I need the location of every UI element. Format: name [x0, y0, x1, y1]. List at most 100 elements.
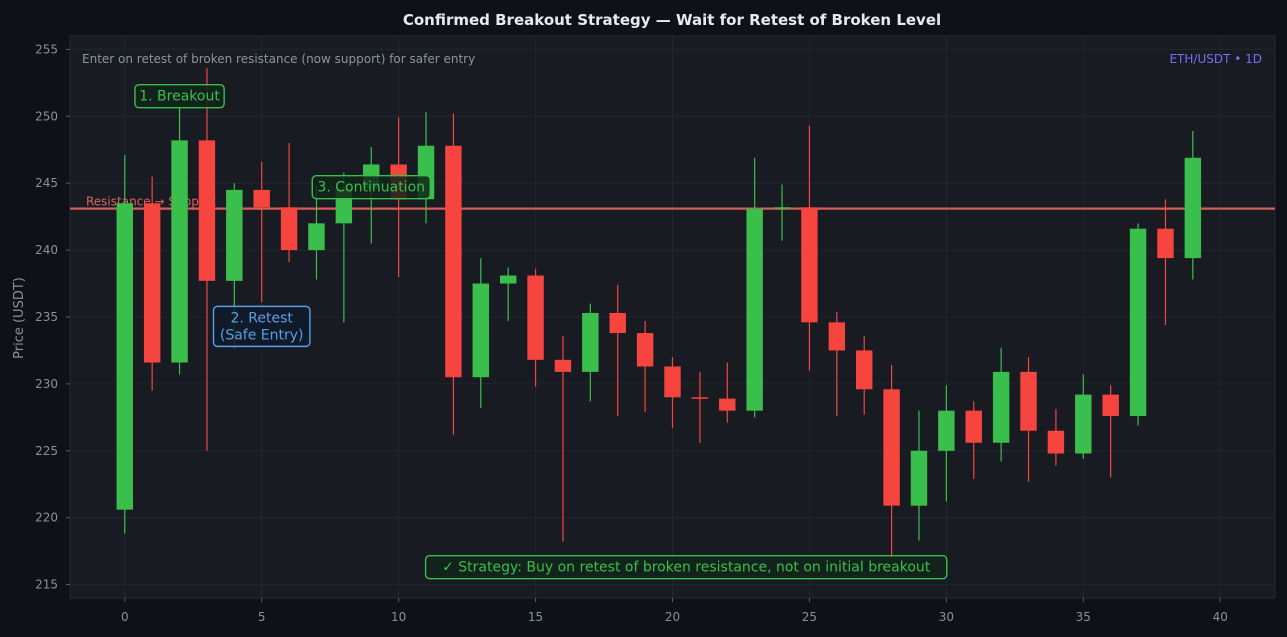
candle-up — [1184, 131, 1202, 280]
candle-down — [691, 371, 709, 443]
x-tick-label: 5 — [258, 610, 266, 624]
candle-up — [116, 155, 133, 534]
candle-body — [280, 207, 298, 251]
annotation-text: 2. Retest — [231, 310, 294, 326]
candle-body — [636, 333, 654, 367]
candle-body — [143, 203, 161, 363]
y-tick-label: 255 — [35, 42, 58, 56]
candles — [116, 68, 1202, 558]
candle-down — [1020, 357, 1037, 482]
candle-body — [828, 322, 846, 351]
candle-down — [636, 321, 654, 413]
candle-down — [1157, 199, 1174, 326]
candle-body — [992, 371, 1010, 443]
candle-body — [1020, 371, 1037, 431]
x-tick-label: 0 — [121, 610, 129, 624]
candle-down — [609, 284, 626, 417]
candle-down — [719, 362, 736, 423]
y-tick-label: 240 — [35, 243, 58, 257]
candle-body — [253, 189, 270, 208]
candle-body — [1157, 228, 1174, 259]
candle-down — [664, 357, 681, 429]
candle-down — [855, 335, 873, 415]
candle-body — [308, 223, 325, 251]
y-tick-label: 235 — [35, 310, 58, 324]
x-tick-label: 15 — [528, 610, 543, 624]
candle-down — [445, 113, 462, 435]
annotation-text: ✓ Strategy: Buy on retest of broken resi… — [442, 560, 931, 576]
x-tick-label: 20 — [665, 610, 680, 624]
candle-up — [472, 258, 490, 408]
candle-body — [527, 275, 544, 360]
y-tick-label: 225 — [35, 444, 58, 458]
candle-up — [938, 385, 955, 502]
candle-down — [198, 68, 216, 451]
axis-ticks: 0 5 10 15 20 25 30 35 40 215 220 225 230 235 240 245 250… — [35, 42, 1228, 624]
candle-body — [1129, 228, 1147, 417]
annotation-text: 3. Continuation — [317, 180, 425, 196]
annotation-strategy: ✓ Strategy: Buy on retest of broken resi… — [424, 555, 948, 580]
annotation-continuation: 3. Continuation — [311, 175, 431, 200]
annotations: 1. Breakout 2. Retest(Safe Entry) 3. Conti… — [134, 84, 948, 580]
candle-up — [308, 185, 325, 280]
x-tick-label: 25 — [802, 610, 817, 624]
pair-label: ETH/USDT • 1D — [1169, 52, 1262, 66]
y-tick-label: 250 — [35, 109, 58, 123]
chart-subtitle: Enter on retest of broken resistance (no… — [82, 52, 475, 66]
candle-body — [171, 140, 188, 363]
candle-down — [1102, 385, 1119, 478]
x-tick-label: 35 — [1076, 610, 1091, 624]
candle-body — [691, 397, 709, 399]
annotation-text: (Safe Entry) — [220, 327, 304, 343]
y-tick-label: 215 — [35, 578, 58, 592]
annotation-box — [134, 84, 225, 109]
candle-body — [938, 410, 955, 451]
candle-body — [746, 208, 763, 411]
candle-up — [773, 184, 791, 241]
annotation-retest: 2. Retest(Safe Entry) — [212, 305, 311, 348]
candle-up — [1129, 223, 1147, 426]
candle-up — [171, 105, 188, 375]
candle-up — [992, 347, 1010, 462]
candle-body — [1102, 394, 1119, 417]
annotation-box — [212, 305, 311, 348]
annotation-box — [311, 175, 431, 200]
y-axis-label: Price (USDT) — [12, 277, 27, 359]
candle-body — [1184, 157, 1202, 259]
candle-down — [801, 125, 818, 371]
candle-down — [253, 161, 270, 303]
candle-down — [527, 268, 544, 387]
candle-body — [116, 203, 133, 510]
candle-body — [609, 312, 626, 334]
candle-body — [472, 283, 490, 378]
candle-down — [965, 401, 982, 479]
candle-up — [1075, 374, 1092, 459]
candle-up — [582, 303, 599, 402]
y-tick-label: 230 — [35, 377, 58, 391]
candle-body — [801, 207, 818, 323]
candle-up — [910, 410, 928, 541]
x-tick-label: 30 — [939, 610, 954, 624]
candle-body — [664, 366, 681, 398]
candle-body — [719, 398, 736, 411]
candle-body — [582, 312, 599, 372]
chart-title: Confirmed Breakout Strategy — Wait for R… — [403, 11, 941, 29]
annotation-text: 1. Breakout — [139, 89, 220, 105]
y-tick-label: 245 — [35, 176, 58, 190]
candle-down — [883, 365, 900, 558]
candle-down — [554, 335, 572, 542]
x-tick-label: 40 — [1213, 610, 1228, 624]
x-tick-label: 10 — [391, 610, 406, 624]
y-tick-label: 220 — [35, 511, 58, 525]
candle-down — [280, 143, 298, 263]
candle-body — [883, 389, 900, 506]
candle-body — [499, 275, 517, 284]
candle-down — [143, 176, 161, 391]
annotation-box — [424, 555, 948, 580]
candle-body — [1047, 430, 1065, 454]
candle-body — [198, 140, 216, 281]
annotation-breakout: 1. Breakout — [134, 84, 225, 109]
candle-up — [499, 267, 517, 322]
candle-body — [773, 207, 791, 209]
